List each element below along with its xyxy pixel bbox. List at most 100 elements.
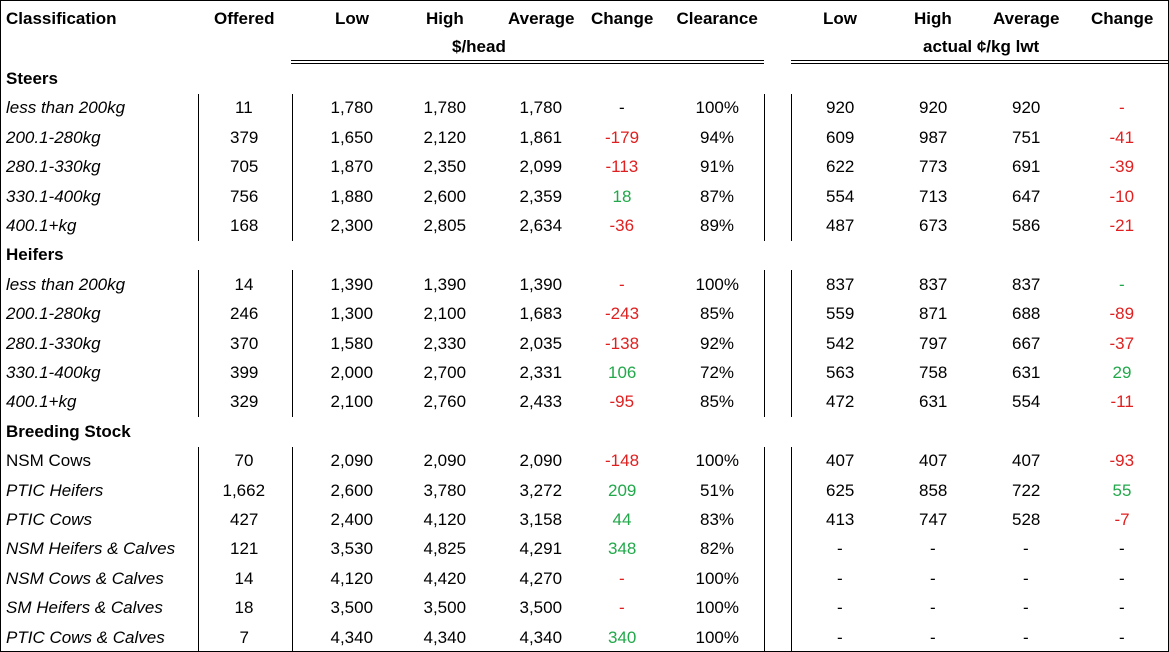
cell-text: - — [1023, 627, 1029, 647]
cell-text: 1,390 — [423, 274, 467, 294]
cell-text: 2,090 — [330, 451, 374, 471]
column-divider — [198, 93, 199, 241]
cell-text: less than 200kg — [6, 98, 126, 118]
cell-text: -7 — [1114, 510, 1130, 529]
cell-text: 83% — [700, 510, 735, 529]
cell-text: - — [1119, 598, 1125, 618]
cell-text: 2,330 — [423, 333, 467, 353]
cell-text: -243 — [605, 304, 640, 324]
cell-text: -93 — [1109, 451, 1135, 471]
cell-text: 554 — [826, 186, 855, 206]
cell-text: 631 — [1012, 363, 1041, 382]
cell-text: 85% — [700, 304, 735, 324]
cell-text: Average — [993, 9, 1060, 28]
cell-text: 586 — [1012, 216, 1041, 235]
cell-text: 837 — [826, 274, 855, 294]
cell-text: 2,359 — [519, 186, 563, 206]
cell-text: 413 — [826, 510, 855, 529]
cell-text: 44 — [612, 510, 632, 529]
column-divider — [764, 270, 765, 418]
cell-text: 2,100 — [423, 304, 467, 324]
cell-text: 18 — [234, 598, 254, 618]
cell-text: - — [1023, 539, 1029, 559]
cell-text: 563 — [826, 363, 855, 382]
cell-text: - — [1119, 274, 1125, 294]
cell-text: 1,683 — [519, 304, 563, 324]
cell-text: 1,880 — [330, 186, 374, 206]
cell-text: 1,780 — [330, 98, 374, 118]
cell-text: 2,100 — [330, 392, 374, 412]
cell-text: 1,662 — [222, 480, 266, 500]
cell-text: 2,120 — [423, 127, 467, 147]
cell-text: 121 — [230, 539, 259, 559]
cell-text: 51% — [700, 480, 735, 500]
column-divider — [292, 93, 293, 241]
cell-text: 2,600 — [330, 480, 374, 500]
cell-text: 920 — [919, 98, 948, 118]
cell-text: NSM Cows — [6, 451, 92, 471]
cell-text: 92% — [700, 333, 735, 353]
cell-text: 751 — [1012, 127, 1041, 147]
cell-text: 200.1-280kg — [6, 304, 101, 324]
cell-text: actual ¢/kg lwt — [923, 37, 1040, 56]
cell-text: 1,580 — [330, 333, 374, 353]
cell-text: 4,340 — [519, 627, 563, 647]
cell-text: 554 — [1012, 392, 1041, 412]
cell-text: 773 — [919, 157, 948, 177]
rule — [791, 63, 1168, 64]
cell-text: 920 — [1012, 98, 1041, 118]
cell-text: 3,500 — [519, 598, 563, 618]
cell-text: 756 — [230, 186, 259, 206]
cell-text: Low — [823, 9, 857, 28]
cell-text: 2,350 — [423, 157, 467, 177]
cell-text: 722 — [1012, 480, 1041, 500]
cell-text: 528 — [1012, 510, 1041, 529]
column-divider — [198, 270, 199, 418]
column-divider — [292, 446, 293, 651]
cell-text: 72% — [700, 363, 735, 382]
cell-text: 625 — [826, 480, 855, 500]
cell-text: 4,120 — [330, 568, 374, 588]
column-divider — [791, 446, 792, 651]
cell-text: 89% — [700, 216, 735, 235]
cell-text: NSM Heifers & Calves — [6, 539, 176, 559]
cell-text: 100% — [695, 451, 739, 471]
cell-text: 4,270 — [519, 568, 563, 588]
cell-text: less than 200kg — [6, 274, 126, 294]
cell-text: 91% — [700, 157, 735, 177]
cell-text: 399 — [230, 363, 259, 382]
cell-text: -37 — [1109, 333, 1135, 353]
cell-text: 688 — [1012, 304, 1041, 324]
cell-text: 330.1-400kg — [6, 186, 101, 206]
cell-text: High — [426, 9, 464, 28]
cell-text: 82% — [700, 539, 735, 559]
cell-text: PTIC Cows — [6, 510, 92, 529]
cell-text: - — [1119, 98, 1125, 118]
cell-text: Clearance — [676, 9, 758, 28]
cell-text: - — [1119, 539, 1125, 559]
cell-text: 200.1-280kg — [6, 127, 101, 147]
cell-text: - — [619, 568, 625, 588]
cell-text: 1,390 — [519, 274, 563, 294]
cell-text: 2,433 — [519, 392, 563, 412]
cell-text: - — [837, 568, 843, 588]
cell-text: 348 — [608, 539, 637, 559]
cell-text: 370 — [230, 333, 259, 353]
cell-text: 7 — [239, 627, 249, 647]
cell-text: 647 — [1012, 186, 1041, 206]
cell-text: 631 — [919, 392, 948, 412]
column-divider — [764, 93, 765, 241]
cell-text: Low — [335, 9, 369, 28]
cell-text: SM Heifers & Calves — [6, 598, 163, 618]
cell-text: 3,500 — [423, 598, 467, 618]
cell-text: 4,120 — [423, 510, 467, 529]
cell-text: 797 — [919, 333, 948, 353]
cell-text: 14 — [234, 274, 254, 294]
cell-text: 2,300 — [330, 216, 374, 235]
cell-text: 622 — [826, 157, 855, 177]
cell-text: 3,500 — [330, 598, 374, 618]
cell-text: -39 — [1109, 157, 1135, 177]
cell-text: 705 — [230, 157, 259, 177]
cell-text: 100% — [695, 598, 739, 618]
cell-text: 407 — [826, 451, 855, 471]
